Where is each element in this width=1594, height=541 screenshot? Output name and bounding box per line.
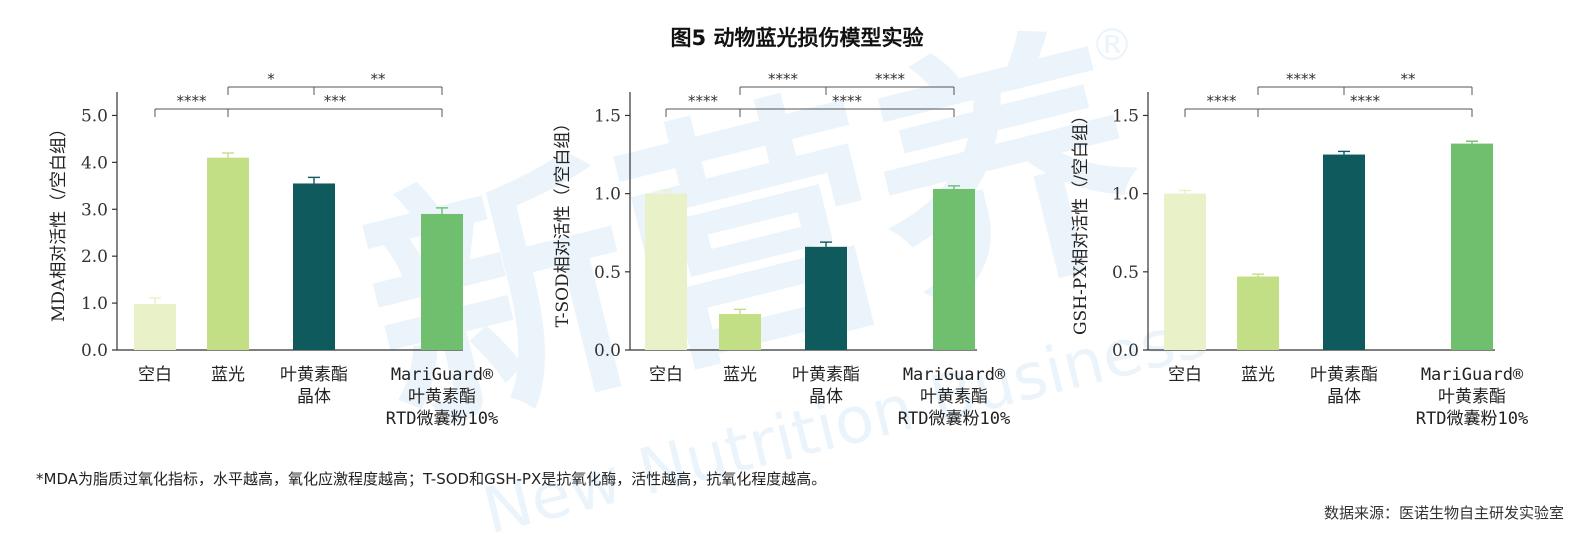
bar (805, 246, 847, 350)
x-category-label: 晶体 (809, 387, 843, 407)
x-category-label: 叶黄素酯 (408, 387, 476, 407)
significance-label: **** (177, 92, 208, 110)
y-tick-label: 1.5 (1112, 106, 1139, 126)
significance-label: **** (1350, 92, 1381, 110)
bar (719, 314, 761, 350)
bar (933, 188, 975, 350)
chart-panel-2: 0.00.51.01.5T-SOD相对活性（/空白组）空白 蓝光 叶黄素酯晶体Mar… (553, 70, 1010, 429)
x-category-label: RTD微囊粉10% (1416, 409, 1528, 429)
significance-label: **** (875, 70, 906, 88)
x-category-label: MariGuard® (903, 365, 1006, 385)
bar (645, 193, 687, 350)
x-category-label: 晶体 (297, 387, 331, 407)
significance-label: *** (324, 92, 347, 110)
x-category-label: 叶黄素酯 (1438, 387, 1506, 407)
data-source: 数据来源：医诺生物自主研发实验室 (1323, 504, 1564, 522)
y-tick-label: 1.0 (594, 185, 621, 205)
x-category-label: MariGuard® (1421, 365, 1524, 385)
y-axis-title: T-SOD相对活性（/空白组） (553, 115, 573, 328)
bar (1237, 276, 1279, 350)
significance-label: **** (688, 92, 719, 110)
y-axis-title: MDA相对活性（/空白组） (49, 120, 69, 322)
x-category-label: 叶黄素酯 (280, 365, 348, 385)
y-tick-label: 1.0 (81, 294, 108, 314)
significance-label: ** (1401, 70, 1417, 88)
significance-label: **** (832, 92, 863, 110)
x-category-label: 叶黄素酯 (1310, 365, 1378, 385)
y-tick-label: 2.0 (81, 247, 108, 267)
y-tick-label: 0.0 (81, 341, 108, 361)
y-tick-label: 0.0 (594, 341, 621, 361)
y-tick-label: 4.0 (81, 153, 108, 173)
significance-label: **** (1286, 70, 1317, 88)
significance-label: ** (371, 70, 387, 88)
bar (1323, 154, 1365, 350)
figure-title: 图5 动物蓝光损伤模型实验 (670, 26, 924, 50)
significance-label: * (267, 70, 275, 88)
y-tick-label: 1.0 (1112, 185, 1139, 205)
y-tick-label: 3.0 (81, 200, 108, 220)
y-tick-label: 1.5 (594, 106, 621, 126)
y-tick-label: 0.5 (594, 263, 621, 283)
x-category-label: 蓝光 (1241, 365, 1275, 385)
x-category-label: 叶黄素酯 (920, 387, 988, 407)
footnote: *MDA为脂质过氧化指标，水平越高，氧化应激程度越高；T-SOD和GSH-PX是… (36, 470, 827, 488)
x-category-label: RTD微囊粉10% (898, 409, 1010, 429)
x-category-label: 蓝光 (723, 365, 757, 385)
bar (421, 213, 463, 350)
x-category-label: MariGuard® (391, 365, 494, 385)
bar (1164, 193, 1206, 350)
x-category-label: 空白 (649, 365, 683, 385)
x-category-label: 晶体 (1327, 387, 1361, 407)
x-category-label: 叶黄素酯 (792, 365, 860, 385)
x-category-label: 空白 (1168, 365, 1202, 385)
significance-label: **** (768, 70, 799, 88)
x-category-label: 蓝光 (211, 365, 245, 385)
bar (207, 157, 249, 350)
bar (1451, 143, 1493, 350)
watermark-mark: ® (1090, 20, 1134, 71)
y-tick-label: 0.0 (1112, 341, 1139, 361)
y-tick-label: 0.5 (1112, 263, 1139, 283)
x-category-label: 空白 (138, 365, 172, 385)
bar (134, 304, 176, 350)
y-tick-label: 5.0 (81, 106, 108, 126)
x-category-label: RTD微囊粉10% (386, 409, 498, 429)
y-axis-title: GSH-PX相对活性（/空白组） (1071, 107, 1091, 335)
bar (293, 183, 335, 350)
significance-label: **** (1207, 92, 1238, 110)
